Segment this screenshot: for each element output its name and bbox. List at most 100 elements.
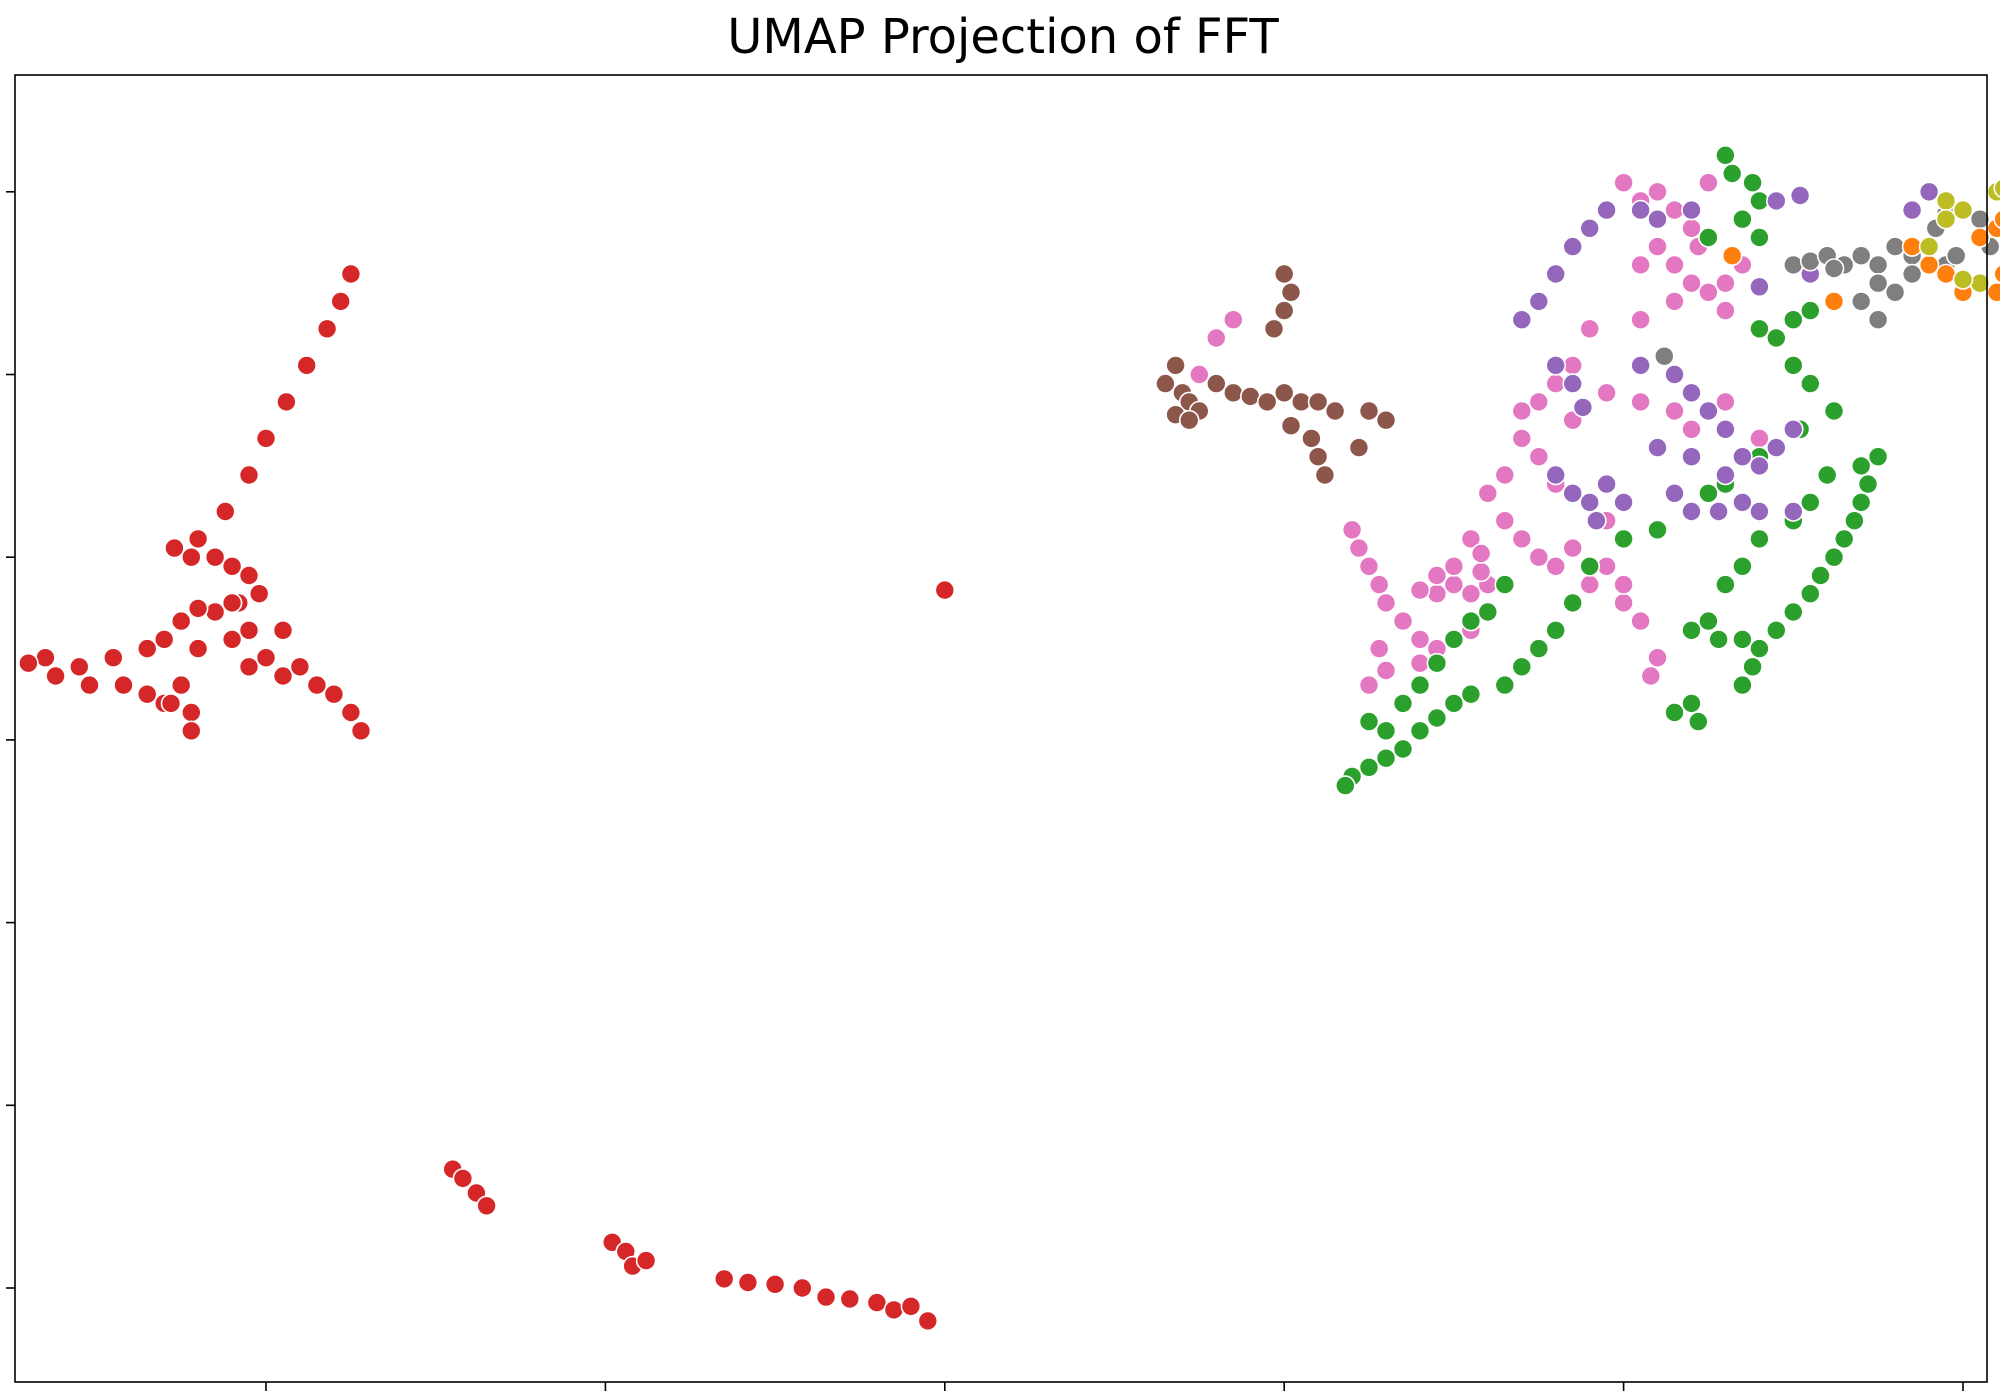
y-axis-ticks <box>6 191 15 1289</box>
scatter-point-gray <box>1850 291 1872 312</box>
scatter-point-purple <box>1664 364 1685 385</box>
scatter-point-red <box>181 702 202 723</box>
scatter-point-brown <box>1240 386 1261 407</box>
scatter-point-brown <box>1280 281 1302 303</box>
scatter-point-green <box>1511 656 1533 678</box>
scatter-point-purple <box>1766 190 1787 212</box>
scatter-point-purple <box>1562 236 1583 257</box>
scatter-point-green <box>1823 546 1845 568</box>
scatter-point-pink <box>1368 638 1390 659</box>
scatter-point-red <box>289 656 311 678</box>
scatter-point-pink <box>1640 665 1662 687</box>
scatter-point-brown <box>1165 355 1186 376</box>
scatter-point-red <box>18 652 39 674</box>
scatter-point-pink <box>1528 446 1550 468</box>
scatter-point-pink <box>1341 519 1363 541</box>
scatter-point-pink <box>1749 428 1770 449</box>
scatter-point-purple <box>1715 464 1736 486</box>
scatter-point-pink <box>1647 236 1668 257</box>
scatter-point-red <box>737 1272 759 1293</box>
scatter-point-brown <box>1307 446 1329 468</box>
scatter-point-red <box>839 1288 861 1310</box>
scatter-point-purple <box>1698 400 1719 422</box>
scatter-point-pink <box>1613 592 1634 614</box>
scatter-point-purple <box>1562 482 1583 504</box>
scatter-point-green <box>1335 775 1356 796</box>
scatter-point-green <box>1833 528 1855 550</box>
scatter-point-brown <box>1307 391 1329 413</box>
scatter-point-red <box>635 1250 657 1271</box>
scatter-point-red <box>164 537 185 559</box>
scatter-point-brown <box>1375 409 1397 431</box>
scatter-point-pink <box>1368 574 1390 595</box>
scatter-point-green <box>1409 720 1431 742</box>
scatter-point-purple <box>1630 355 1651 376</box>
scatter-point-pink <box>1511 400 1533 422</box>
scatter-point-green <box>1749 528 1770 550</box>
scatter-point-red <box>866 1292 888 1313</box>
scatter-point-pink <box>1348 537 1370 559</box>
scatter-point-green <box>1443 693 1465 714</box>
scatter-point-orange <box>1993 264 2000 284</box>
scatter-point-gray <box>1867 309 1889 331</box>
scatter-point-green <box>1732 208 1753 230</box>
scatter-point-gray <box>1867 272 1889 294</box>
scatter-point-pink <box>1681 418 1702 440</box>
scatter-point-pink <box>1426 565 1448 586</box>
scatter-point-gray <box>1654 345 1675 367</box>
scatter-point-green <box>1358 756 1380 778</box>
scatter-point-red <box>187 598 209 619</box>
scatter-point-pink <box>1664 254 1685 276</box>
scatter-point-green <box>1749 638 1770 659</box>
scatter-point-green <box>1749 318 1770 340</box>
scatter-point-pink <box>1494 510 1516 532</box>
scatter-point-orange <box>1993 209 2000 229</box>
scatter-point-pink <box>1545 555 1566 577</box>
scatter-point-purple <box>1681 382 1702 404</box>
scatter-point-purple <box>1579 492 1600 513</box>
scatter-point-purple <box>1789 185 1811 206</box>
scatter-point-purple <box>1708 501 1729 522</box>
scatter-point-red <box>323 683 345 705</box>
scatter-point-pink <box>1358 674 1380 696</box>
scatter-point-green <box>1494 674 1516 696</box>
scatter-point-brown <box>1273 300 1295 321</box>
scatter-point-green <box>1494 574 1516 595</box>
scatter-point-red <box>248 583 270 605</box>
scatter-point-red <box>136 683 158 705</box>
scatter-point-green <box>1732 629 1753 650</box>
scatter-point-olive <box>1918 236 1940 257</box>
scatter-point-green <box>1562 592 1583 614</box>
scatter-point-green <box>1358 711 1380 732</box>
scatter-point-pink <box>1647 647 1668 669</box>
scatter-point-red <box>221 592 243 614</box>
scatter-point-purple <box>1586 510 1607 532</box>
scatter-point-orange <box>1823 291 1845 312</box>
scatter-point-purple <box>1749 455 1770 477</box>
scatter-point-pink <box>1375 592 1397 614</box>
scatter-point-green <box>1783 309 1804 331</box>
scatter-point-green <box>1698 610 1719 632</box>
scatter-point-purple <box>1596 199 1617 221</box>
scatter-point-brown <box>1314 464 1336 486</box>
scatter-point-red <box>340 702 362 723</box>
x-axis-ticks <box>265 1382 1964 1391</box>
scatter-point-red <box>306 674 328 696</box>
scatter-point-green <box>1545 619 1566 641</box>
scatter-point-pink <box>1470 543 1492 564</box>
scatter-point-red <box>238 619 260 641</box>
scatter-point-brown <box>1178 409 1200 431</box>
scatter-point-purple <box>1901 199 1923 221</box>
scatter-point-pink <box>1647 181 1668 203</box>
scatter-point-red <box>187 638 209 659</box>
scatter-point-green <box>1857 473 1879 495</box>
scatter-point-pink <box>1664 199 1685 221</box>
scatter-point-green <box>1392 693 1414 714</box>
scatter-point-green <box>1742 656 1763 678</box>
scatter-point-orange <box>1935 263 1957 285</box>
scatter-point-red <box>255 647 277 669</box>
scatter-point-green <box>1721 163 1743 184</box>
scatter-point-pink <box>1477 482 1499 504</box>
scatter-point-green <box>1800 373 1821 394</box>
